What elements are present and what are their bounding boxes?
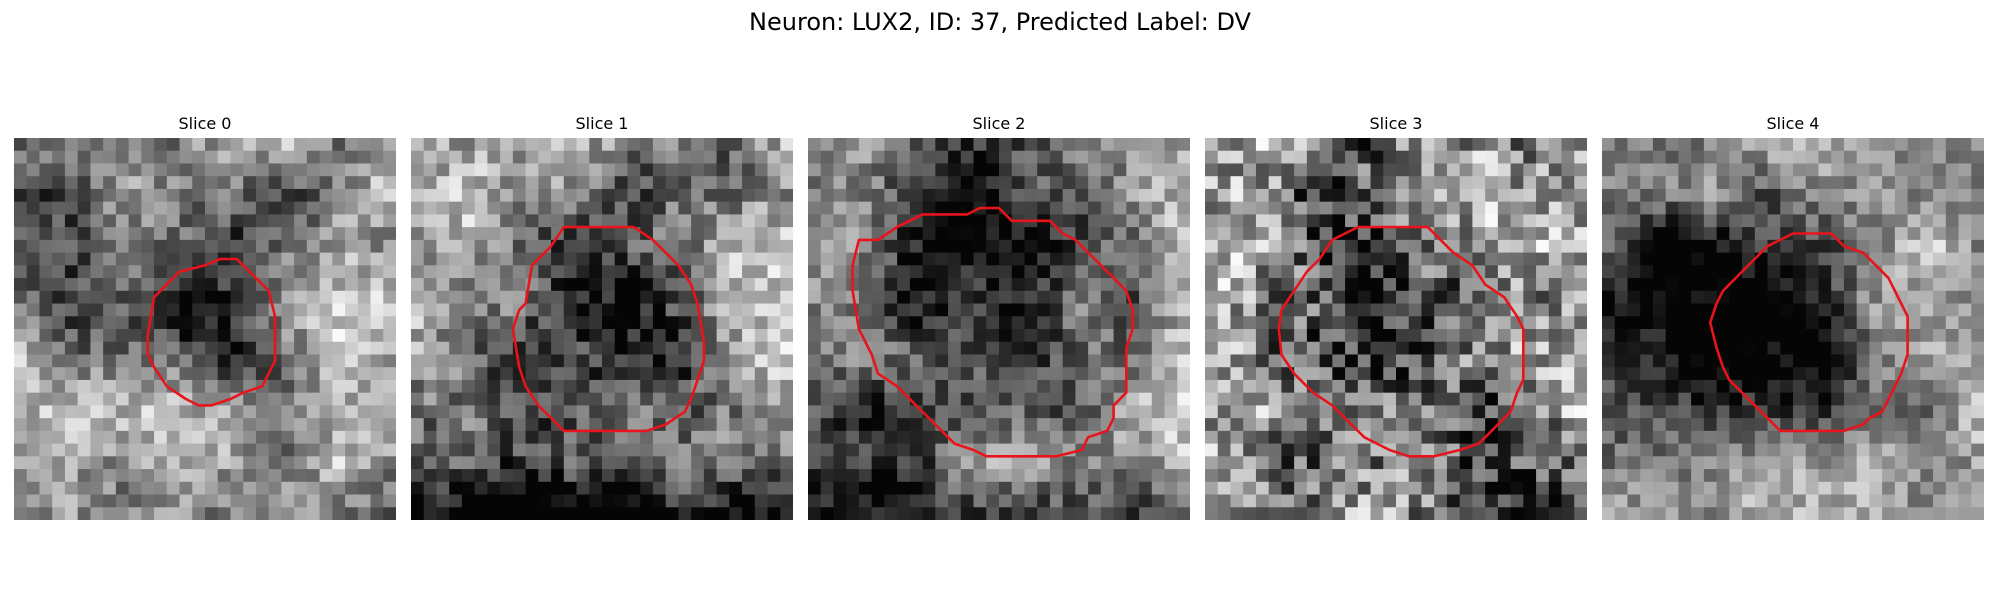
slice-image-4: [1602, 138, 1984, 520]
pixel-grid: [1602, 138, 1984, 520]
slice-panel-4: Slice 4: [1602, 114, 1984, 520]
slice-panel-0: Slice 0: [14, 114, 396, 520]
pixel-grid: [1205, 138, 1587, 520]
slice-title-3: Slice 3: [1369, 114, 1423, 133]
slice-image-2: [808, 138, 1190, 520]
pixel-grid: [808, 138, 1190, 520]
roi-contour: [1708, 232, 1909, 433]
figure-title: Neuron: LUX2, ID: 37, Predicted Label: D…: [749, 8, 1251, 36]
roi-contour: [511, 225, 706, 433]
slice-title-4: Slice 4: [1766, 114, 1820, 133]
slice-image-1: [411, 138, 793, 520]
slice-image-3: [1205, 138, 1587, 520]
slice-title-1: Slice 1: [575, 114, 629, 133]
roi-contour: [1277, 225, 1525, 458]
roi-contour: [146, 257, 277, 407]
slice-title-2: Slice 2: [972, 114, 1026, 133]
slice-panel-1: Slice 1: [411, 114, 793, 520]
slice-panel-3: Slice 3: [1205, 114, 1587, 520]
pixel-grid: [411, 138, 793, 520]
slice-image-0: [14, 138, 396, 520]
pixel-grid: [14, 138, 396, 520]
slice-title-0: Slice 0: [178, 114, 232, 133]
slice-panel-2: Slice 2: [808, 114, 1190, 520]
roi-contour: [851, 206, 1135, 458]
